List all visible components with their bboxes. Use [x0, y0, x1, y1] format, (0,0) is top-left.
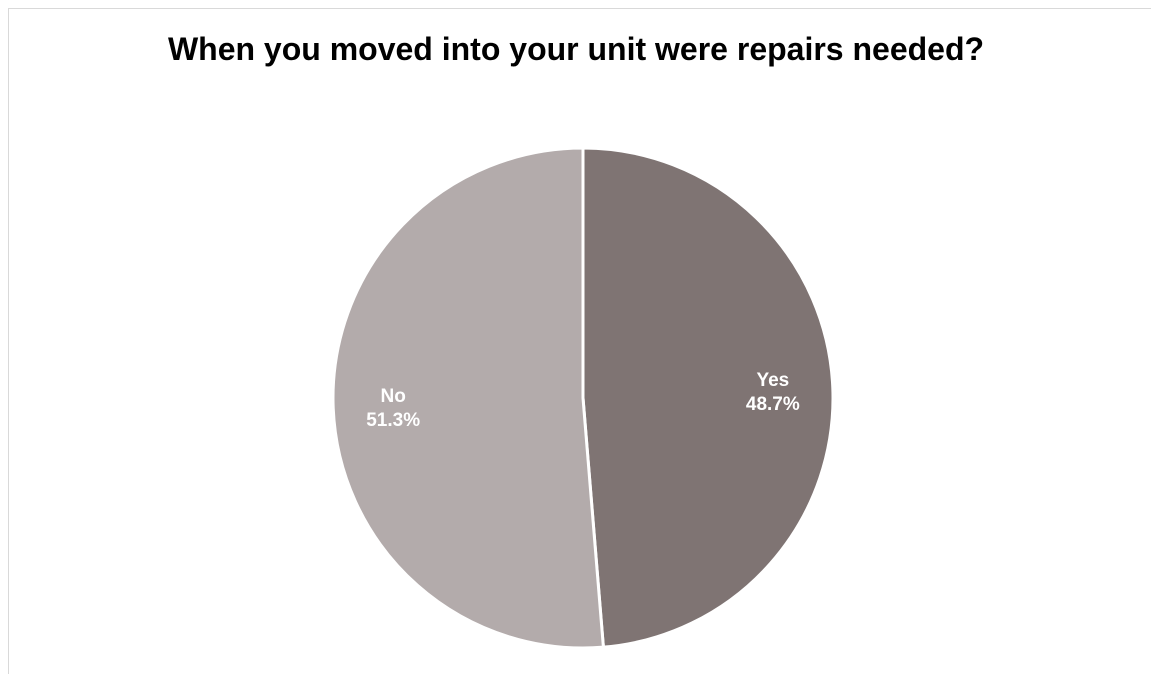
slice-value-no: 51.3% [366, 410, 420, 431]
slice-label-yes: Yes [756, 370, 789, 391]
slice-label-no: No [380, 386, 405, 407]
chart-title: When you moved into your unit were repai… [0, 30, 1152, 69]
slice-value-yes: 48.7% [746, 394, 800, 415]
slice-labels: Yes 48.7% No 51.3% [366, 370, 800, 431]
pie-slice-yes [581, 146, 835, 649]
pie-slice-no [331, 146, 605, 650]
chart-title-text: When you moved into your unit were repai… [167, 31, 985, 67]
